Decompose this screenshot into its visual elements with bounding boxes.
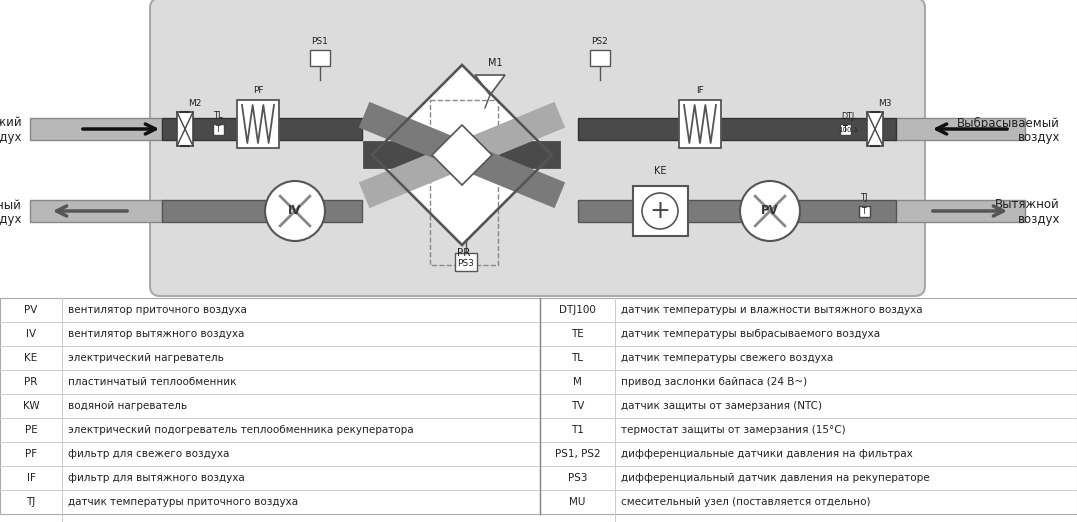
Text: Приточный: Приточный — [0, 198, 22, 211]
Bar — [177, 112, 193, 146]
Bar — [540, 298, 1077, 514]
Text: воздух: воздух — [1018, 130, 1060, 144]
Text: PE: PE — [25, 425, 38, 435]
Bar — [839, 124, 851, 135]
Text: термостат защиты от замерзания (15°C): термостат защиты от замерзания (15°C) — [621, 425, 845, 435]
Polygon shape — [475, 75, 505, 95]
Polygon shape — [372, 144, 553, 166]
Bar — [237, 100, 279, 148]
Text: датчик температуры приточного воздуха: датчик температуры приточного воздуха — [68, 497, 298, 507]
Text: TL: TL — [572, 353, 584, 363]
Text: PS1, PS2: PS1, PS2 — [555, 449, 600, 459]
Bar — [454, 253, 477, 271]
Text: PV: PV — [761, 205, 779, 218]
Text: Свежий: Свежий — [0, 116, 22, 129]
Text: Выбрасываемый: Выбрасываемый — [957, 116, 1060, 129]
Text: TE: TE — [571, 329, 584, 339]
Text: PV: PV — [25, 305, 38, 315]
Text: KE: KE — [654, 166, 667, 176]
Bar — [30, 118, 162, 140]
Text: DTJ100: DTJ100 — [559, 305, 596, 315]
Text: водяной нагреватель: водяной нагреватель — [68, 401, 187, 411]
Text: дифференциальные датчики давления на фильтрах: дифференциальные датчики давления на фил… — [621, 449, 912, 459]
Text: датчик температуры выбрасываемого воздуха: датчик температуры выбрасываемого воздух… — [621, 329, 880, 339]
Text: датчик температуры свежего воздуха: датчик температуры свежего воздуха — [621, 353, 834, 363]
Text: вентилятор вытяжного воздуха: вентилятор вытяжного воздуха — [68, 329, 244, 339]
Text: T: T — [215, 125, 221, 134]
Text: TL: TL — [213, 112, 223, 121]
Text: KW: KW — [23, 401, 40, 411]
Text: воздух: воздух — [1018, 212, 1060, 226]
Text: PS3: PS3 — [568, 473, 587, 483]
Bar — [839, 124, 851, 135]
Circle shape — [265, 181, 325, 241]
Bar — [578, 200, 896, 222]
Text: DTJ: DTJ — [841, 112, 854, 121]
Text: TJ: TJ — [861, 194, 868, 203]
Text: +: + — [649, 199, 671, 223]
Text: PS2: PS2 — [591, 37, 609, 46]
FancyBboxPatch shape — [150, 0, 925, 296]
Bar — [30, 200, 162, 222]
Text: электрический подогреватель теплообменника рекуператора: электрический подогреватель теплообменни… — [68, 425, 414, 435]
Text: смесительный узел (поставляется отдельно): смесительный узел (поставляется отдельно… — [621, 497, 870, 507]
Polygon shape — [432, 125, 492, 185]
Text: дифференциальный датчик давления на рекуператоре: дифференциальный датчик давления на реку… — [621, 473, 929, 483]
Text: фильтр для вытяжного воздуха: фильтр для вытяжного воздуха — [68, 473, 244, 483]
Bar — [212, 124, 224, 135]
Text: M2: M2 — [188, 99, 201, 108]
Text: PR: PR — [25, 377, 38, 387]
Polygon shape — [372, 65, 553, 245]
Text: M1: M1 — [488, 58, 502, 68]
Bar — [867, 112, 883, 146]
Bar — [895, 200, 1025, 222]
Text: IF: IF — [27, 473, 36, 483]
Bar — [310, 50, 330, 66]
Text: привод заслонки байпаса (24 В~): привод заслонки байпаса (24 В~) — [621, 377, 807, 387]
Text: IV: IV — [26, 329, 36, 339]
Text: TV: TV — [571, 401, 584, 411]
Circle shape — [642, 193, 679, 229]
Text: MU: MU — [570, 497, 586, 507]
Text: M: M — [573, 377, 582, 387]
Bar — [858, 206, 869, 217]
Text: вентилятор приточного воздуха: вентилятор приточного воздуха — [68, 305, 247, 315]
Text: T: T — [842, 125, 848, 134]
Text: T: T — [862, 207, 866, 216]
Bar — [162, 200, 362, 222]
Bar — [679, 100, 721, 148]
Text: PF: PF — [25, 449, 37, 459]
Bar — [578, 118, 896, 140]
Text: Вытяжной: Вытяжной — [995, 198, 1060, 211]
Bar — [895, 118, 1025, 140]
Text: датчик защиты от замерзания (NTC): датчик защиты от замерзания (NTC) — [621, 401, 822, 411]
Text: PS3: PS3 — [458, 259, 475, 268]
Text: воздух: воздух — [0, 130, 22, 144]
Bar — [430, 100, 498, 265]
Bar — [632, 186, 687, 236]
Text: IV: IV — [289, 205, 302, 218]
Text: PR: PR — [458, 248, 471, 258]
Text: M3: M3 — [878, 99, 892, 108]
Text: пластинчатый теплообменник: пластинчатый теплообменник — [68, 377, 237, 387]
Text: 100.1: 100.1 — [838, 127, 858, 133]
Text: IF: IF — [696, 86, 704, 95]
Bar — [162, 118, 362, 140]
Bar — [590, 50, 610, 66]
Text: фильтр для свежего воздуха: фильтр для свежего воздуха — [68, 449, 229, 459]
Text: воздух: воздух — [0, 212, 22, 226]
Text: TJ: TJ — [26, 497, 36, 507]
Text: PS1: PS1 — [311, 37, 328, 46]
Text: электрический нагреватель: электрический нагреватель — [68, 353, 224, 363]
Text: T1: T1 — [571, 425, 584, 435]
Bar — [0, 298, 540, 514]
Text: датчик температуры и влажности вытяжного воздуха: датчик температуры и влажности вытяжного… — [621, 305, 923, 315]
Text: T: T — [842, 125, 848, 135]
Text: PF: PF — [253, 86, 263, 95]
Circle shape — [740, 181, 800, 241]
Text: KE: KE — [25, 353, 38, 363]
